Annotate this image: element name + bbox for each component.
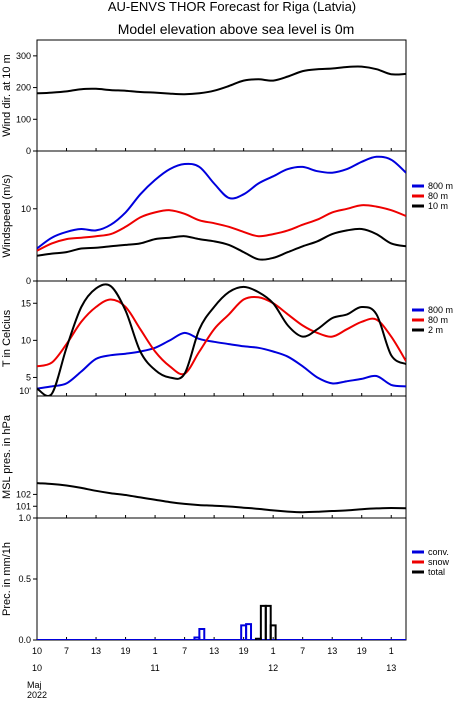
legend-label: conv. bbox=[428, 547, 449, 557]
series-line-1 bbox=[37, 331, 406, 390]
y-tick-label: 5 bbox=[26, 372, 31, 382]
precip-bar-conv bbox=[198, 628, 206, 640]
y-tick-label: 200 bbox=[16, 83, 31, 93]
y-tick-label: 0.0 bbox=[18, 635, 31, 645]
chart-title-line1: AU-ENVS THOR Forecast for Riga (Latvia) bbox=[108, 0, 356, 14]
y-axis-label: Wind dir. at 10 m bbox=[1, 54, 13, 137]
legend-label: 80 m bbox=[428, 315, 448, 325]
y-axis-label: Prec. in mm/1h bbox=[1, 542, 13, 616]
panel-frame bbox=[36, 39, 407, 152]
legend: 800 m80 m2 m bbox=[412, 305, 453, 335]
y-axis-label: Windspeed (m/s) bbox=[1, 174, 13, 257]
y-tick-label: 10 bbox=[21, 204, 31, 214]
panel-plot-area bbox=[37, 65, 406, 96]
series-line-3 bbox=[37, 283, 406, 396]
legend-label: 800 m bbox=[428, 181, 453, 191]
panel-plot-area bbox=[37, 283, 406, 396]
precip-bar-total bbox=[269, 624, 277, 640]
y-axis-label: MSL pres. in hPa bbox=[1, 414, 13, 499]
y-tick-label: 10 bbox=[21, 335, 31, 345]
x-day-label: 12 bbox=[268, 663, 278, 673]
series-line-2 bbox=[37, 295, 406, 376]
panel-3: 5 10 15 10' T in Celcius 800 m80 m2 m bbox=[1, 280, 453, 397]
panel-plot-area bbox=[37, 155, 406, 261]
y-axis-label: T in Celcius bbox=[1, 309, 13, 367]
legend-label: total bbox=[428, 567, 445, 577]
y-tick-label-minor: 10' bbox=[19, 386, 31, 396]
x-year-label: 2022 bbox=[27, 690, 47, 700]
y-tick-label: 1.0 bbox=[18, 513, 31, 523]
legend: 800 m80 m10 m bbox=[412, 181, 453, 211]
series-line-2 bbox=[37, 204, 406, 252]
panel-2: 0 10 Windspeed (m/s) 800 m80 m10 m bbox=[1, 150, 453, 286]
x-hour-label: 13 bbox=[91, 646, 101, 656]
x-hour-label: 7 bbox=[182, 646, 187, 656]
x-hour-label: 19 bbox=[357, 646, 367, 656]
x-hour-label: 1 bbox=[271, 646, 276, 656]
x-hour-label: 13 bbox=[327, 646, 337, 656]
x-hour-label: 1 bbox=[153, 646, 158, 656]
precip-bar-total bbox=[264, 604, 272, 640]
series-line-1 bbox=[37, 482, 406, 514]
x-day-label: 10 bbox=[32, 663, 42, 673]
x-hour-label: 1 bbox=[389, 646, 394, 656]
x-day-label: 11 bbox=[150, 663, 159, 673]
x-hour-label: 19 bbox=[121, 646, 131, 656]
y-tick-label: 300 bbox=[16, 51, 31, 61]
y-tick-label: 100 bbox=[16, 114, 31, 124]
y-tick-label: 0 bbox=[26, 146, 31, 156]
legend-label: 80 m bbox=[428, 191, 448, 201]
panel-frame bbox=[36, 395, 407, 519]
x-hour-label: 19 bbox=[239, 646, 249, 656]
series-line-1 bbox=[37, 65, 406, 96]
x-hour-label: 7 bbox=[64, 646, 69, 656]
x-day-label: 13 bbox=[386, 663, 396, 673]
chart-title-line2: Model elevation above sea level is 0m bbox=[118, 21, 355, 37]
series-line-1 bbox=[37, 155, 406, 250]
y-tick-label: 101 bbox=[16, 501, 31, 511]
panel-plot-area bbox=[37, 604, 406, 640]
legend-label: snow bbox=[428, 557, 450, 567]
precip-bar-conv bbox=[245, 623, 253, 640]
x-hour-label: 7 bbox=[300, 646, 305, 656]
panel-frame bbox=[36, 517, 407, 641]
legend-label: 800 m bbox=[428, 305, 453, 315]
series-line-3 bbox=[37, 227, 406, 261]
legend-label: 10 m bbox=[428, 201, 448, 211]
panel-frame bbox=[36, 150, 407, 282]
y-tick-label: 0.5 bbox=[18, 574, 31, 584]
x-month-label: Maj bbox=[27, 680, 42, 690]
x-hour-label: 13 bbox=[209, 646, 219, 656]
y-tick-label: 0 bbox=[26, 276, 31, 286]
legend-label: 2 m bbox=[428, 325, 443, 335]
y-tick-label: 102 bbox=[16, 489, 31, 499]
y-tick-label: 15 bbox=[21, 298, 31, 308]
x-hour-label: 10 bbox=[32, 646, 42, 656]
panel-plot-area bbox=[37, 482, 406, 514]
